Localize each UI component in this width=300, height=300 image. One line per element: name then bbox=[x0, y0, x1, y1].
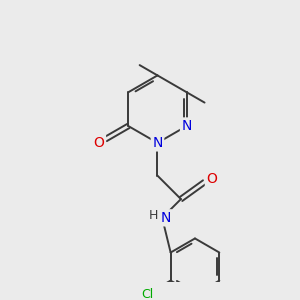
Text: O: O bbox=[206, 172, 217, 186]
Text: H: H bbox=[149, 209, 158, 223]
Text: O: O bbox=[94, 136, 104, 150]
Text: N: N bbox=[161, 211, 171, 225]
Text: N: N bbox=[152, 136, 163, 150]
Text: Cl: Cl bbox=[141, 288, 153, 300]
Text: N: N bbox=[182, 119, 192, 133]
